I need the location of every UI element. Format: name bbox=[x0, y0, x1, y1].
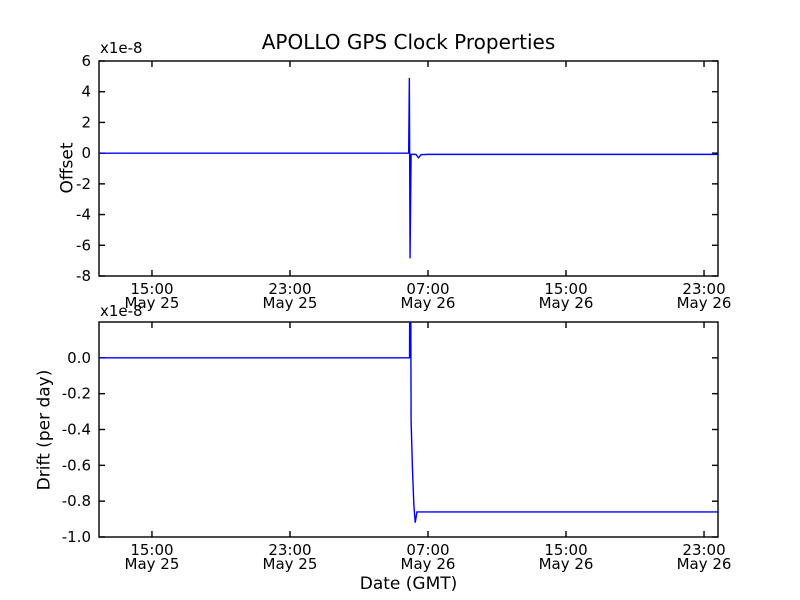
offset-line bbox=[99, 77, 718, 259]
y-tick-label: -0.6 bbox=[62, 456, 91, 474]
x-tick-label: 15:00 bbox=[544, 541, 587, 559]
y-tick-label: -4 bbox=[76, 206, 91, 224]
x-tick-label: 23:00 bbox=[682, 280, 725, 298]
y-tick-label: -6 bbox=[76, 236, 91, 254]
x-tick-label: May 26 bbox=[401, 294, 456, 312]
x-tick-label: May 26 bbox=[677, 294, 732, 312]
ylabel-drift: Drift (per day) bbox=[34, 369, 55, 491]
y-tick-label: 0.0 bbox=[67, 349, 91, 367]
axes-spine bbox=[98, 60, 719, 277]
y-tick-label: 4 bbox=[81, 83, 91, 101]
y-tick-label: -0.4 bbox=[62, 421, 91, 439]
x-tick-label: May 25 bbox=[125, 555, 180, 573]
offset-multiplier-bottom: x1e-8 bbox=[100, 302, 143, 320]
x-tick-label: 23:00 bbox=[682, 541, 725, 559]
y-tick-label: 0 bbox=[81, 144, 91, 162]
y-tick-label: -2 bbox=[76, 175, 91, 193]
axes-spine bbox=[98, 321, 719, 538]
y-tick-label: -1.0 bbox=[62, 528, 91, 546]
x-tick-label: May 26 bbox=[539, 294, 594, 312]
y-tick-label: 6 bbox=[81, 52, 91, 70]
x-tick-label: 07:00 bbox=[406, 541, 449, 559]
drift-line bbox=[99, 322, 718, 523]
x-tick-label: 15:00 bbox=[130, 541, 173, 559]
x-tick-label: 07:00 bbox=[406, 280, 449, 298]
x-tick-label: 15:00 bbox=[544, 280, 587, 298]
x-tick-label: May 26 bbox=[401, 555, 456, 573]
y-tick-label: -0.2 bbox=[62, 385, 91, 403]
offset-multiplier-top: x1e-8 bbox=[100, 39, 143, 57]
x-tick-label: May 25 bbox=[263, 555, 318, 573]
ylabel-offset: Offset bbox=[57, 142, 78, 194]
x-tick-label: May 26 bbox=[539, 555, 594, 573]
xlabel-date-gmt: Date (GMT) bbox=[359, 574, 458, 594]
x-tick-label: 23:00 bbox=[268, 541, 311, 559]
y-tick-label: -8 bbox=[76, 267, 91, 285]
x-tick-label: 23:00 bbox=[268, 280, 311, 298]
y-tick-label: -0.8 bbox=[62, 492, 91, 510]
chart-title: APOLLO GPS Clock Properties bbox=[261, 30, 556, 54]
x-tick-label: May 26 bbox=[677, 555, 732, 573]
x-tick-label: May 25 bbox=[263, 294, 318, 312]
y-tick-label: 2 bbox=[81, 113, 91, 131]
x-tick-label: May 25 bbox=[125, 294, 180, 312]
x-tick-label: 15:00 bbox=[130, 280, 173, 298]
